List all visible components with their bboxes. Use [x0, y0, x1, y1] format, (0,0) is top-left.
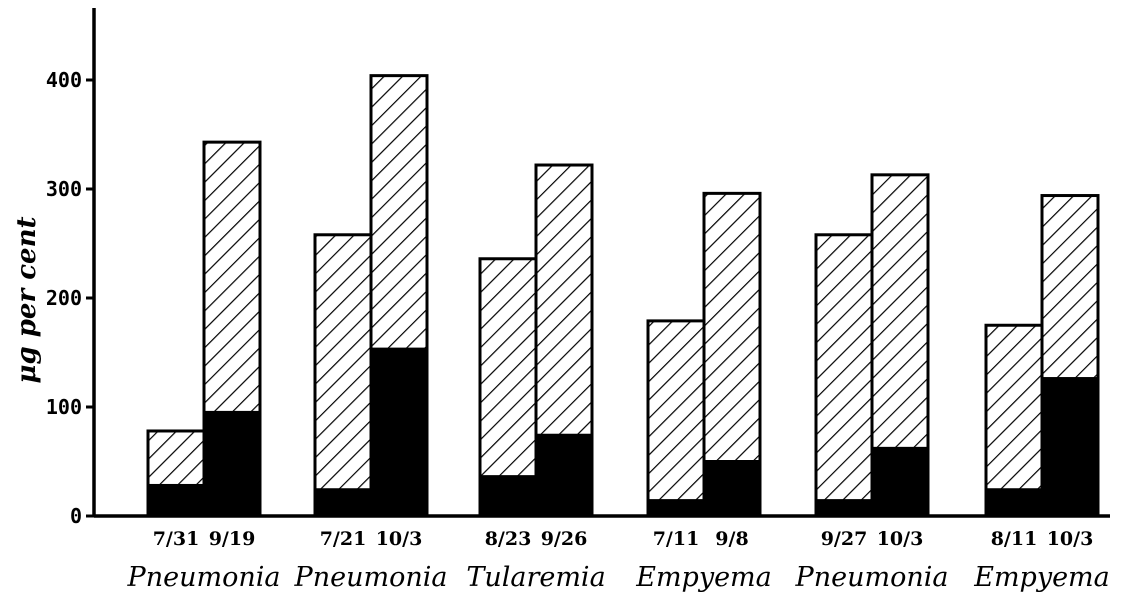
bar-upper-segment — [202, 140, 262, 414]
bar-upper-segment — [814, 233, 874, 503]
group-label: Pneumonia — [795, 562, 949, 593]
bar-lower-segment — [1040, 377, 1100, 518]
bar-upper-segment — [146, 429, 206, 487]
bar-upper-segment — [984, 323, 1044, 492]
bar-upper-segment — [646, 319, 706, 503]
group-label: Pneumonia — [127, 562, 281, 593]
y-tick-label: 100 — [46, 395, 82, 419]
bar-upper-segment — [702, 191, 762, 464]
bar-lower-segment — [870, 446, 930, 518]
bar-upper-segment — [534, 163, 594, 437]
bar-lower-segment — [202, 410, 262, 518]
bar-date-label: 8/11 — [991, 528, 1038, 550]
bar-lower-segment — [313, 488, 373, 518]
bar-upper-segment — [478, 257, 538, 479]
group-label: Pneumonia — [294, 562, 448, 593]
y-tick-label: 400 — [46, 68, 82, 92]
bar-date-label: 9/27 — [821, 528, 868, 550]
bar-lower-segment — [702, 460, 762, 518]
bar-lower-segment — [534, 433, 594, 518]
bar-date-label: 9/19 — [209, 528, 256, 550]
bar-date-label: 10/3 — [376, 528, 423, 550]
bar-upper-segment — [870, 173, 930, 450]
bar-upper-segment — [369, 74, 429, 351]
bar-date-label: 10/3 — [877, 528, 924, 550]
y-axis-label: μg per cent — [12, 216, 42, 383]
bar-lower-segment — [984, 488, 1044, 518]
axes: 0 100 200 300 400 — [46, 8, 1110, 528]
bars — [146, 74, 1100, 518]
group-label: Tularemia — [466, 562, 605, 593]
bar-lower-segment — [369, 347, 429, 518]
bar-lower-segment — [646, 499, 706, 518]
bar-upper-segment — [1040, 194, 1100, 381]
bar-date-label: 7/31 — [153, 528, 200, 550]
group-label: Empyema — [635, 562, 772, 593]
bar-date-label: 8/23 — [485, 528, 532, 550]
bar-date-label: 9/8 — [715, 528, 748, 550]
bar-lower-segment — [146, 483, 206, 518]
y-tick-label: 200 — [46, 286, 82, 310]
bar-date-label: 10/3 — [1047, 528, 1094, 550]
bar-date-label: 7/11 — [653, 528, 700, 550]
bar-upper-segment — [313, 233, 373, 492]
bar-date-label: 9/26 — [541, 528, 588, 550]
bar-date-label: 7/21 — [320, 528, 367, 550]
group-label: Empyema — [973, 562, 1110, 593]
labels: 7/31 9/19 Pneumonia 7/21 10/3 Pneumonia 8/23 9/… — [127, 528, 1110, 593]
bar-lower-segment — [814, 499, 874, 518]
y-tick-label: 0 — [70, 504, 82, 528]
y-tick-label: 300 — [46, 177, 82, 201]
bar-lower-segment — [478, 475, 538, 518]
